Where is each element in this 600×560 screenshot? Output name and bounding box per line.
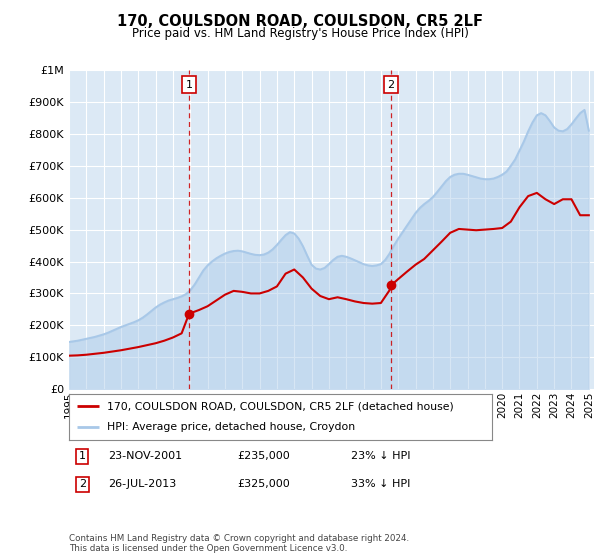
- Text: £325,000: £325,000: [237, 479, 290, 489]
- Text: 26-JUL-2013: 26-JUL-2013: [108, 479, 176, 489]
- Text: Price paid vs. HM Land Registry's House Price Index (HPI): Price paid vs. HM Land Registry's House …: [131, 27, 469, 40]
- Text: 2: 2: [388, 80, 394, 90]
- Text: 170, COULSDON ROAD, COULSDON, CR5 2LF (detached house): 170, COULSDON ROAD, COULSDON, CR5 2LF (d…: [107, 401, 454, 411]
- Text: 2: 2: [79, 479, 86, 489]
- Text: 1: 1: [185, 80, 193, 90]
- Text: 33% ↓ HPI: 33% ↓ HPI: [351, 479, 410, 489]
- Text: £235,000: £235,000: [237, 451, 290, 461]
- Text: 23% ↓ HPI: 23% ↓ HPI: [351, 451, 410, 461]
- Text: 1: 1: [79, 451, 86, 461]
- Text: HPI: Average price, detached house, Croydon: HPI: Average price, detached house, Croy…: [107, 422, 355, 432]
- Text: 170, COULSDON ROAD, COULSDON, CR5 2LF: 170, COULSDON ROAD, COULSDON, CR5 2LF: [117, 14, 483, 29]
- Text: 23-NOV-2001: 23-NOV-2001: [108, 451, 182, 461]
- Text: Contains HM Land Registry data © Crown copyright and database right 2024.
This d: Contains HM Land Registry data © Crown c…: [69, 534, 409, 553]
